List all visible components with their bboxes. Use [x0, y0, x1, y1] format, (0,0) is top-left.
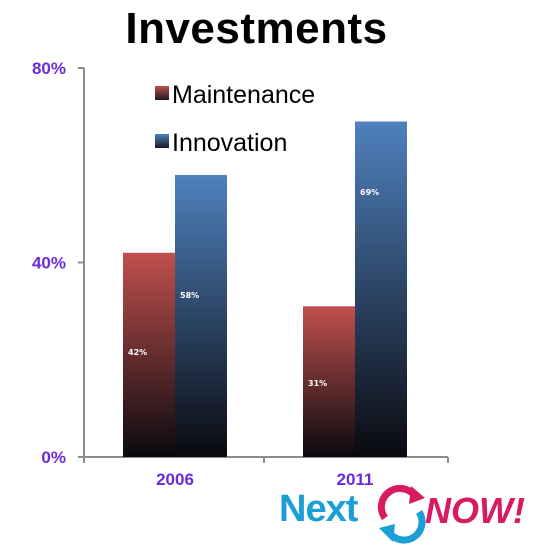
next-now-logo: Next NOW!	[275, 482, 533, 544]
chart-title: Investments	[125, 4, 388, 53]
data-label: 42%	[128, 348, 147, 357]
legend-swatch	[155, 134, 169, 148]
y-tick-label: 40%	[32, 254, 66, 273]
data-label: 31%	[308, 379, 327, 388]
logo-next-text: Next	[279, 488, 358, 530]
data-label: 69%	[360, 188, 379, 197]
legend-label: Maintenance	[172, 81, 315, 109]
refresh-arrows-icon	[377, 484, 426, 544]
bar-maintenance-2006	[123, 252, 175, 457]
bar-innovation-2006	[175, 174, 227, 457]
y-tick-label: 80%	[32, 59, 66, 78]
bar-maintenance-2011	[303, 306, 355, 457]
legend-swatch	[155, 86, 169, 100]
x-tick-label: 2006	[156, 470, 194, 489]
legend-label: Innovation	[172, 129, 287, 157]
logo-now-text: NOW!	[425, 490, 525, 531]
bar-innovation-2011	[355, 121, 407, 458]
y-tick-label: 0%	[41, 448, 66, 467]
x-tick-label: 2011	[337, 470, 374, 489]
data-label: 58%	[180, 291, 199, 300]
